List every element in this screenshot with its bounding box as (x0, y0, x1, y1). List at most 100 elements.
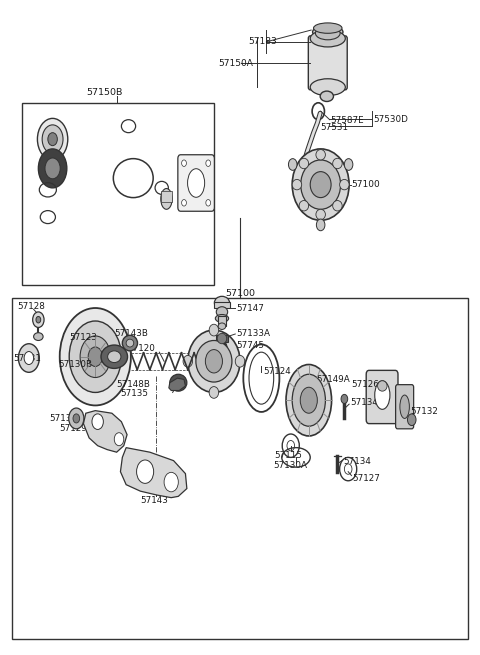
Ellipse shape (108, 351, 121, 363)
FancyBboxPatch shape (366, 370, 398, 424)
Ellipse shape (181, 200, 186, 206)
Bar (12, 298, 468, 639)
Text: 57130B: 57130B (59, 360, 93, 369)
Ellipse shape (137, 460, 154, 483)
Text: 57150A: 57150A (219, 59, 253, 67)
Text: 57127: 57127 (352, 474, 380, 483)
Text: 57134: 57134 (350, 398, 378, 407)
Ellipse shape (126, 339, 134, 347)
Ellipse shape (101, 345, 128, 368)
Text: 57531: 57531 (321, 123, 348, 132)
FancyBboxPatch shape (178, 155, 215, 212)
Ellipse shape (188, 330, 240, 392)
Polygon shape (120, 447, 187, 498)
Text: 57183: 57183 (249, 37, 277, 47)
Ellipse shape (34, 333, 43, 341)
Ellipse shape (217, 341, 227, 356)
Ellipse shape (37, 119, 68, 160)
Ellipse shape (333, 159, 342, 169)
Text: 57148B: 57148B (117, 380, 151, 389)
Text: 57150B: 57150B (86, 88, 122, 97)
Ellipse shape (209, 386, 219, 398)
Text: 57123: 57123 (69, 333, 97, 342)
Text: 57100: 57100 (351, 180, 380, 189)
Ellipse shape (161, 189, 172, 210)
Bar (218, 316, 226, 326)
Ellipse shape (69, 408, 84, 429)
Ellipse shape (209, 324, 219, 336)
Bar (161, 191, 172, 202)
Ellipse shape (18, 344, 39, 372)
Ellipse shape (313, 23, 342, 33)
Text: 57115: 57115 (274, 451, 302, 460)
Ellipse shape (205, 350, 222, 373)
Text: 57149A: 57149A (316, 375, 349, 384)
Ellipse shape (344, 159, 353, 170)
Ellipse shape (315, 27, 340, 40)
Ellipse shape (206, 160, 211, 166)
Text: 57120: 57120 (127, 344, 155, 353)
Text: 57126: 57126 (351, 380, 379, 389)
Bar (216, 335, 228, 343)
Polygon shape (169, 378, 185, 390)
Ellipse shape (320, 91, 334, 102)
Ellipse shape (378, 381, 387, 391)
Text: 57143B: 57143B (114, 329, 148, 339)
Ellipse shape (312, 26, 343, 39)
Ellipse shape (24, 352, 34, 365)
Ellipse shape (38, 149, 67, 188)
Ellipse shape (48, 133, 57, 145)
Ellipse shape (122, 335, 137, 351)
Text: 57133: 57133 (49, 414, 77, 423)
Ellipse shape (292, 179, 301, 190)
Ellipse shape (188, 169, 204, 197)
Ellipse shape (217, 333, 227, 344)
Ellipse shape (216, 307, 228, 317)
Ellipse shape (164, 472, 179, 492)
Polygon shape (84, 411, 127, 452)
Ellipse shape (183, 356, 192, 367)
Ellipse shape (80, 336, 110, 377)
Ellipse shape (45, 158, 60, 179)
Ellipse shape (196, 341, 232, 382)
Ellipse shape (170, 374, 187, 391)
FancyBboxPatch shape (396, 384, 414, 429)
Ellipse shape (292, 374, 325, 426)
Text: 57100: 57100 (225, 289, 255, 297)
Text: 57147: 57147 (236, 303, 264, 312)
Ellipse shape (310, 30, 345, 47)
Text: 57143: 57143 (140, 496, 168, 506)
Ellipse shape (286, 365, 332, 436)
Text: 57129: 57129 (60, 424, 87, 433)
Ellipse shape (316, 219, 325, 231)
Ellipse shape (333, 200, 342, 211)
Text: 57135: 57135 (120, 389, 148, 398)
Ellipse shape (114, 433, 124, 445)
Ellipse shape (316, 149, 325, 160)
Ellipse shape (181, 160, 186, 166)
FancyBboxPatch shape (308, 36, 347, 90)
Ellipse shape (400, 395, 409, 419)
Ellipse shape (36, 316, 41, 323)
Bar (22, 103, 214, 286)
Text: 57130A: 57130A (273, 460, 307, 470)
Text: 57131: 57131 (13, 354, 41, 363)
Text: 57132: 57132 (410, 407, 438, 417)
Ellipse shape (340, 179, 349, 190)
Ellipse shape (292, 149, 349, 220)
Text: 57133A: 57133A (236, 329, 270, 339)
Ellipse shape (288, 159, 297, 170)
Ellipse shape (310, 79, 345, 96)
Ellipse shape (216, 314, 228, 322)
Ellipse shape (316, 210, 325, 219)
Ellipse shape (73, 414, 80, 423)
Text: 57587E: 57587E (330, 117, 364, 126)
Ellipse shape (92, 414, 103, 430)
Ellipse shape (218, 323, 226, 329)
Text: 57124: 57124 (263, 367, 290, 376)
Bar (215, 301, 229, 308)
Ellipse shape (310, 172, 331, 198)
Text: 57745: 57745 (236, 341, 264, 350)
Text: 57128: 57128 (17, 302, 45, 311)
Ellipse shape (206, 200, 211, 206)
